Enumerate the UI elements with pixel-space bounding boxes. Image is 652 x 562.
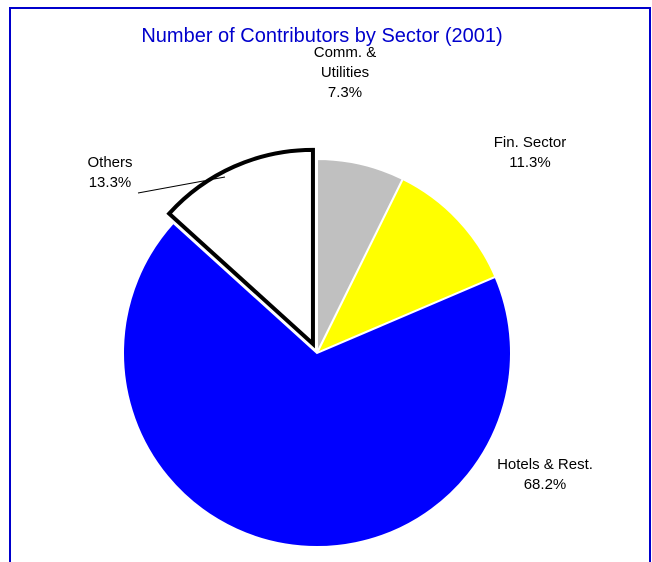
leader-lines bbox=[137, 176, 226, 194]
pie-slice-fin-sector bbox=[314, 177, 497, 355]
frame-border bbox=[9, 7, 651, 562]
leader-line bbox=[137, 176, 226, 194]
slice-label: Hotels & Rest. 68.2% bbox=[497, 456, 593, 493]
chart-title: Number of Contributors by Sector (2001) bbox=[141, 25, 502, 47]
slice-label: Others 13.3% bbox=[87, 154, 132, 191]
pie-slice-hotels-rest bbox=[122, 221, 512, 548]
slice-label: Fin. Sector 11.3% bbox=[494, 134, 567, 171]
slice-label: Comm. & Utilities 7.3% bbox=[314, 44, 377, 101]
pie-slice-others bbox=[166, 147, 315, 349]
pie-slices bbox=[122, 147, 512, 548]
slice-labels: Comm. & Utilities 7.3% Fin. Sector 11.3% Hote… bbox=[87, 44, 592, 493]
